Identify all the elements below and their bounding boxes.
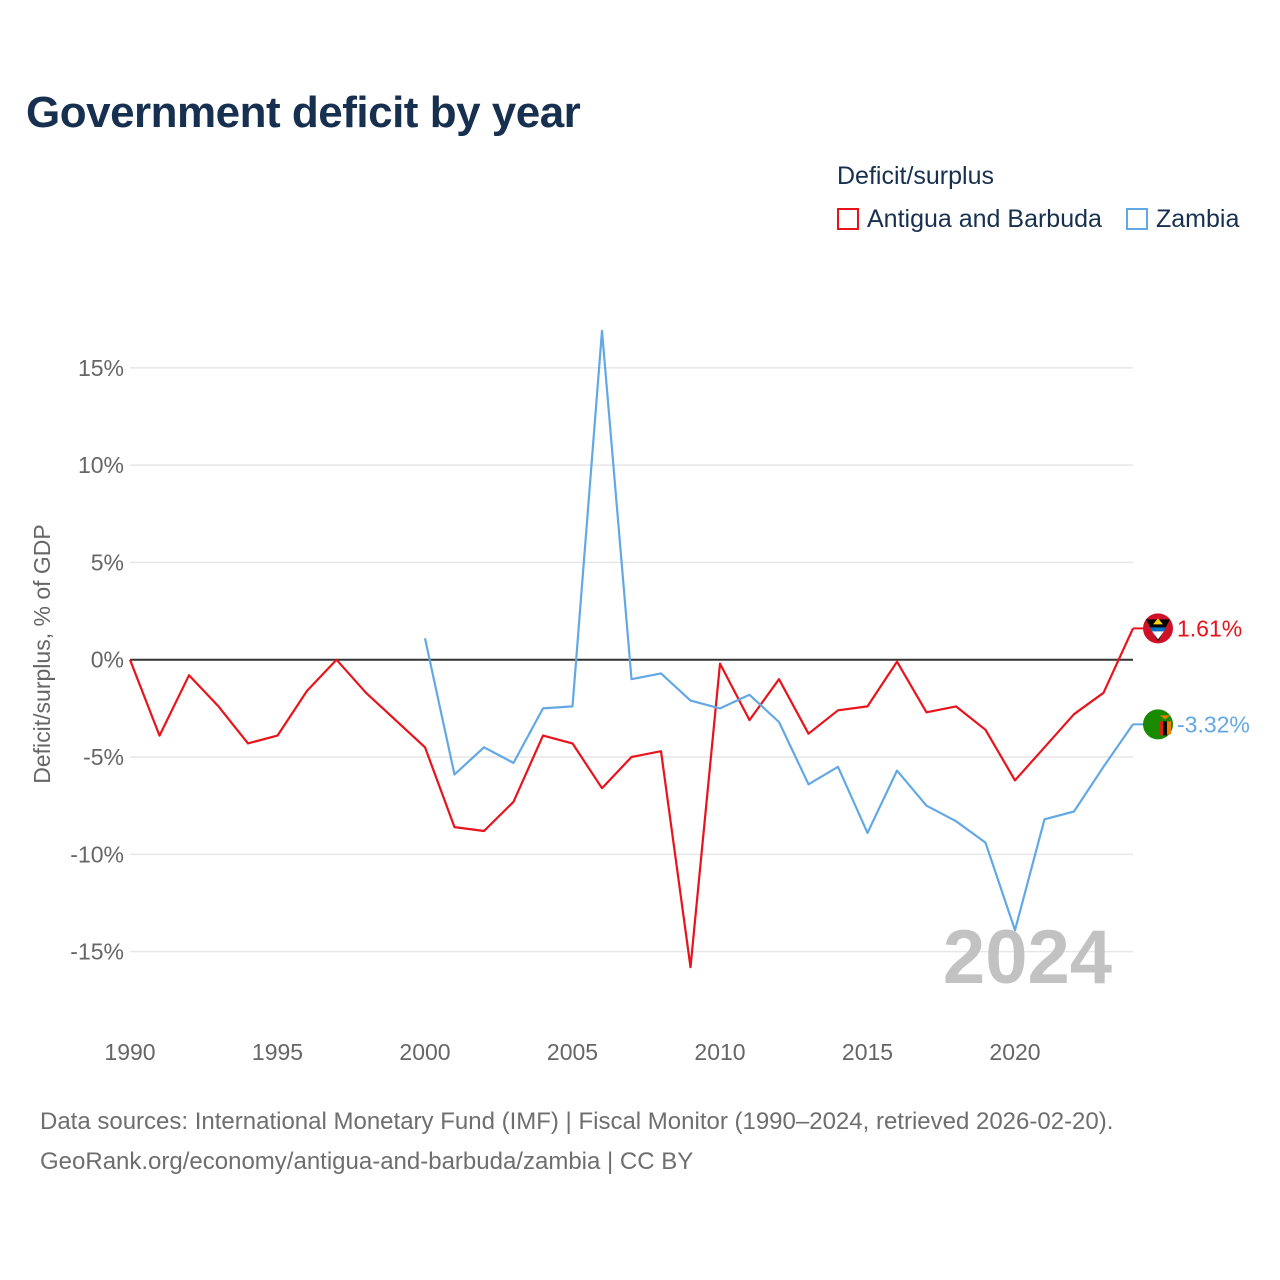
legend-item-antigua-and-barbuda[interactable]: Antigua and Barbuda	[837, 204, 1102, 234]
flag-blue-band	[1150, 627, 1166, 632]
y-tick-label: 5%	[91, 549, 124, 575]
legend-title: Deficit/surplus	[837, 162, 994, 190]
zambia-flag-icon	[1143, 709, 1173, 740]
y-tick-label: 15%	[78, 355, 124, 381]
y-axis-label: Deficit/surplus, % of GDP	[29, 524, 55, 783]
end-value-label: -3.32%	[1177, 711, 1250, 737]
chart-title: Government deficit by year	[26, 88, 581, 137]
legend-label-zambia: Zambia	[1156, 204, 1240, 233]
legend-item-zambia[interactable]: Zambia	[1126, 204, 1239, 234]
legend-swatch-antigua-and-barbuda	[837, 208, 859, 230]
legend-label-antigua-and-barbuda: Antigua and Barbuda	[867, 204, 1102, 233]
source-note: Data sources: International Monetary Fun…	[40, 1108, 1114, 1135]
antigua-flag-icon	[1143, 613, 1173, 644]
y-tick-label: -10%	[70, 841, 124, 867]
y-tick-label: 10%	[78, 452, 124, 478]
legend-swatch-zambia	[1126, 208, 1148, 230]
x-tick-label: 2005	[547, 1039, 598, 1065]
x-tick-label: 2010	[694, 1039, 745, 1065]
flag-sun	[1153, 618, 1163, 625]
flag-stripe-red	[1159, 721, 1163, 736]
y-tick-label: -15%	[70, 939, 124, 965]
x-tick-label: 2015	[842, 1039, 893, 1065]
series-line-zambia	[423, 329, 1134, 932]
series-line-antigua-and-barbuda	[128, 627, 1135, 969]
y-tick-label: -5%	[83, 744, 124, 770]
x-tick-label: 1990	[104, 1039, 155, 1065]
x-tick-label: 1995	[252, 1039, 303, 1065]
end-value-label: 1.61%	[1177, 615, 1242, 641]
year-label: 2024	[943, 915, 1112, 1000]
source-link[interactable]: GeoRank.org/economy/antigua-and-barbuda/…	[40, 1148, 694, 1175]
flag-eagle	[1160, 715, 1170, 720]
y-tick-label: 0%	[91, 647, 124, 673]
line-chart: 15% 10% 5% 0% -5% -10% -15% 1990 1995 2000 2005 201…	[29, 329, 1250, 1065]
flag-white-band	[1152, 631, 1164, 640]
flag-stripe-orange	[1167, 721, 1171, 735]
x-tick-label: 2020	[989, 1039, 1040, 1065]
flag-stripe-black	[1163, 721, 1167, 736]
x-tick-label: 2000	[399, 1039, 450, 1065]
